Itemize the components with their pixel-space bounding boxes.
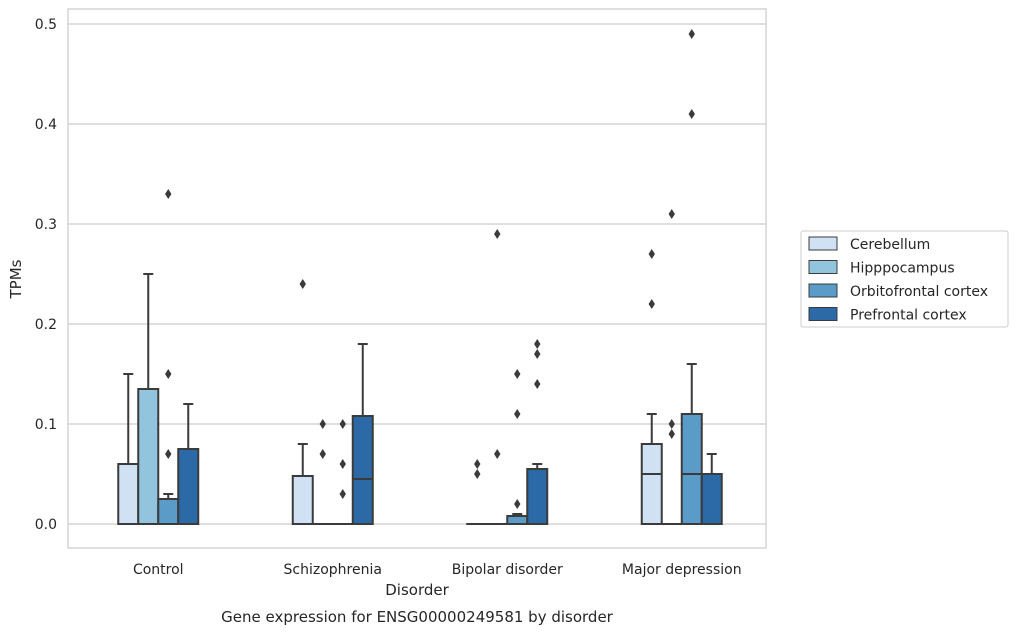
y-axis-label: TPMs bbox=[7, 259, 25, 299]
x-axis-ticks: Control Schizophrenia Bipolar disorder Majo… bbox=[133, 562, 742, 578]
box-cerebellum bbox=[640, 249, 663, 525]
box-rect bbox=[526, 468, 549, 525]
x-tick-label: Schizophrenia bbox=[284, 562, 382, 578]
outlier-point bbox=[668, 419, 675, 429]
box-rect bbox=[137, 388, 160, 525]
outlier-point bbox=[648, 299, 655, 309]
legend-label: Orbitofrontal cortex bbox=[850, 284, 988, 300]
outlier-point bbox=[494, 229, 501, 239]
x-tick-label: Major depression bbox=[622, 562, 742, 578]
legend-label: Hipppocampus bbox=[850, 261, 955, 277]
outlier-point bbox=[339, 489, 346, 499]
outlier-point bbox=[339, 419, 346, 429]
box-rect bbox=[700, 473, 723, 525]
y-tick-label: 0.0 bbox=[35, 517, 57, 533]
box-hipppocampus bbox=[137, 273, 160, 525]
outlier-point bbox=[534, 349, 541, 359]
box-hipppocampus bbox=[660, 209, 683, 526]
boxes bbox=[117, 29, 723, 526]
y-tick-label: 0.5 bbox=[35, 17, 57, 33]
x-tick-label: Control bbox=[133, 562, 184, 578]
box-rect bbox=[506, 515, 529, 525]
legend-swatch bbox=[808, 307, 838, 321]
outlier-point bbox=[165, 369, 172, 379]
outlier-point bbox=[165, 189, 172, 199]
box-hipppocampus bbox=[311, 419, 334, 526]
box-orbitofrontal-cortex bbox=[331, 419, 354, 526]
legend-label: Cerebellum bbox=[850, 237, 930, 253]
box-rect bbox=[640, 443, 663, 525]
outlier-point bbox=[688, 109, 695, 119]
outlier-point bbox=[299, 279, 306, 289]
chart-title: Gene expression for ENSG00000249581 by d… bbox=[221, 608, 614, 626]
box-rect bbox=[680, 413, 703, 525]
outlier-point bbox=[534, 379, 541, 389]
outlier-point bbox=[668, 429, 675, 439]
outlier-point bbox=[319, 449, 326, 459]
y-tick-label: 0.4 bbox=[35, 117, 57, 133]
box-prefrontal-cortex bbox=[526, 339, 549, 525]
legend-swatch bbox=[808, 236, 838, 251]
x-axis-label: Disorder bbox=[385, 581, 449, 599]
legend-label: Prefrontal cortex bbox=[850, 308, 967, 324]
outlier-point bbox=[648, 249, 655, 259]
outlier-point bbox=[319, 419, 326, 429]
box-rect bbox=[351, 415, 374, 525]
outlier-point bbox=[668, 209, 675, 219]
legend: Cerebellum Hipppocampus Orbitofrontal cort… bbox=[800, 230, 1009, 328]
box-rect bbox=[291, 475, 314, 525]
outlier-point bbox=[339, 459, 346, 469]
box-prefrontal-cortex bbox=[177, 403, 200, 525]
box-cerebellum bbox=[291, 279, 314, 525]
box-orbitofrontal-cortex bbox=[506, 369, 529, 525]
x-tick-label: Bipolar disorder bbox=[452, 562, 563, 578]
box-rect bbox=[157, 498, 180, 525]
box-prefrontal-cortex bbox=[351, 343, 374, 525]
outlier-point bbox=[494, 449, 501, 459]
y-tick-label: 0.3 bbox=[35, 217, 57, 233]
outlier-point bbox=[688, 29, 695, 39]
outlier-point bbox=[474, 469, 481, 479]
outlier-point bbox=[514, 499, 521, 509]
box-prefrontal-cortex bbox=[700, 453, 723, 525]
outlier-point bbox=[534, 339, 541, 349]
outlier-point bbox=[514, 369, 521, 379]
y-tick-label: 0.1 bbox=[35, 417, 57, 433]
box-rect bbox=[177, 448, 200, 525]
outlier-point bbox=[165, 449, 172, 459]
legend-swatch bbox=[808, 283, 838, 298]
legend-swatch bbox=[808, 260, 838, 274]
y-axis-ticks: 0.0 0.1 0.2 0.3 0.4 0.5 bbox=[35, 17, 57, 533]
y-tick-label: 0.2 bbox=[35, 317, 57, 333]
outlier-point bbox=[514, 409, 521, 419]
outlier-point bbox=[474, 459, 481, 469]
box-rect bbox=[117, 463, 140, 525]
box-orbitofrontal-cortex bbox=[680, 29, 703, 525]
legend-frame bbox=[800, 230, 1009, 328]
